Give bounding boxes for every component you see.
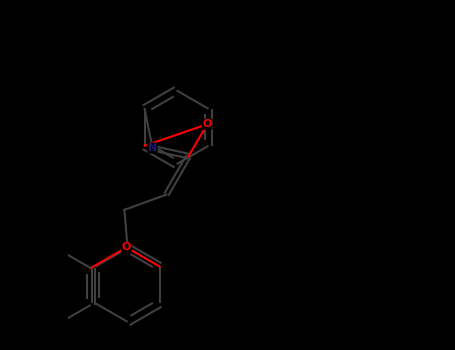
Text: N: N <box>148 143 157 153</box>
Text: O: O <box>202 119 212 129</box>
Text: O: O <box>122 243 131 252</box>
